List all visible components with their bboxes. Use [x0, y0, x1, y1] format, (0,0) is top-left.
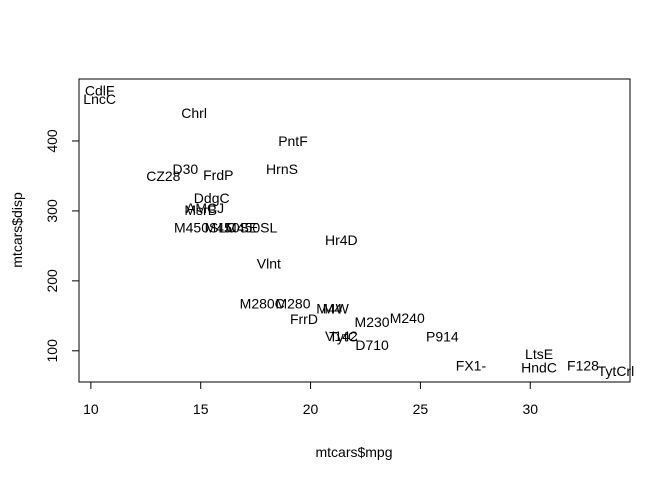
point-label: TytCrl: [598, 363, 635, 379]
point-label: AMCJ: [186, 200, 224, 216]
point-label: M450SL: [225, 220, 277, 236]
point-label: CdlF: [85, 83, 115, 99]
point-label: HndC: [521, 360, 557, 376]
point-label: LncC: [83, 91, 116, 107]
point-label: TytC: [329, 329, 358, 345]
point-label: M4W: [316, 301, 349, 317]
point-label: HrnS: [266, 161, 298, 177]
point-label: M240: [390, 310, 425, 326]
point-label: D30: [172, 161, 198, 177]
x-tick-label: 30: [522, 401, 538, 417]
point-label: Hr4D: [325, 232, 358, 248]
point-label: FX1-: [456, 357, 487, 373]
point-label: F128: [567, 358, 599, 374]
point-label: M280: [275, 295, 310, 311]
x-tick-label: 25: [413, 401, 429, 417]
x-axis-label: mtcars$mpg: [315, 444, 392, 460]
point-label: M280C: [240, 295, 285, 311]
point-label: M450SLC: [174, 220, 236, 236]
point-label: CZ28: [146, 168, 180, 184]
point-label: PntF: [278, 133, 308, 149]
point-label: M450SE: [205, 220, 259, 236]
point-label: DdgC: [194, 190, 230, 206]
x-tick-label: 15: [193, 401, 209, 417]
y-tick-label: 300: [44, 199, 60, 223]
point-label: Vlnt: [257, 255, 281, 271]
y-axis-label: mtcars$disp: [9, 192, 25, 268]
y-tick-label: 200: [44, 269, 60, 293]
y-axis: 100 200 300 400: [44, 129, 80, 363]
point-label: V142: [325, 328, 358, 344]
point-label: D710: [355, 337, 389, 353]
y-tick-label: 100: [44, 339, 60, 363]
point-label: FrdP: [203, 167, 233, 183]
point-label: Chrl: [181, 105, 207, 121]
point-label: M230: [355, 314, 390, 330]
point-label: LtsE: [525, 346, 553, 362]
x-tick-label: 10: [83, 401, 99, 417]
x-tick-label: 20: [303, 401, 319, 417]
x-axis: 10 15 20 25 30: [83, 381, 538, 417]
point-label: P914: [426, 329, 459, 345]
y-tick-label: 400: [44, 129, 60, 153]
point-label: M4: [323, 301, 343, 317]
point-label: FrrD: [290, 311, 318, 327]
point-label: MsrB: [184, 202, 217, 218]
